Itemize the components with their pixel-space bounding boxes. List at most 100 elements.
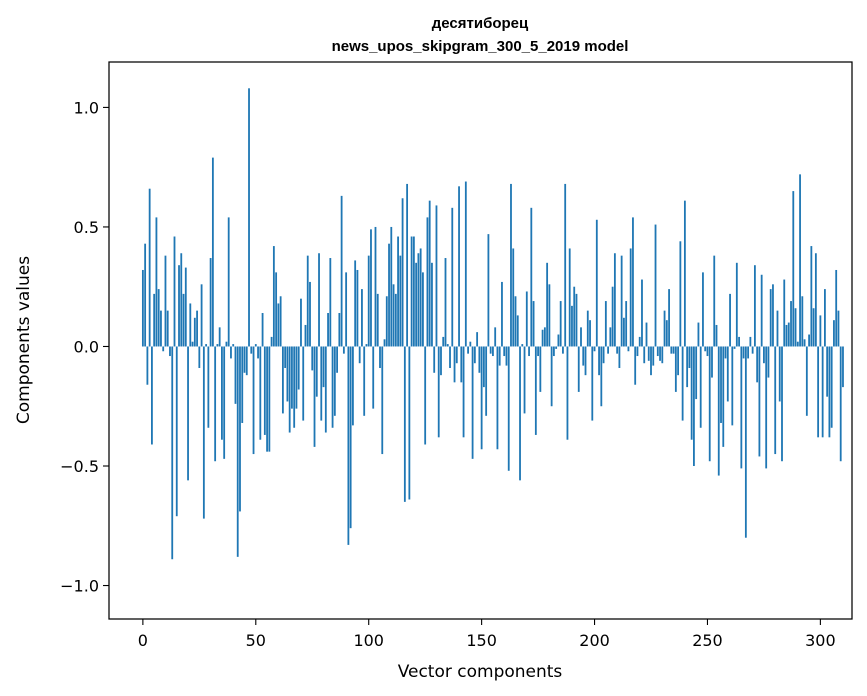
y-tick-label: 1.0: [74, 98, 99, 117]
bar-46: [245, 346, 248, 376]
bar-212: [620, 255, 623, 347]
bar-111: [392, 284, 395, 347]
x-tick-label: 0: [138, 631, 148, 650]
x-tick-label: 150: [466, 631, 497, 650]
bar-112: [394, 293, 397, 347]
bar-196: [584, 346, 587, 376]
x-tick-label: 250: [692, 631, 723, 650]
bar-7: [157, 289, 160, 347]
bar-132: [440, 346, 442, 376]
bar-213: [623, 317, 625, 347]
bar-238: [679, 241, 682, 347]
bar-304: [828, 346, 831, 438]
bar-16: [178, 265, 180, 347]
bar-237: [677, 346, 680, 376]
bar-79: [320, 346, 323, 421]
bar-45: [243, 346, 246, 373]
bar-230: [661, 346, 664, 364]
bar-155: [492, 346, 494, 357]
bar-231: [663, 310, 666, 347]
bar-266: [742, 346, 745, 359]
bar-189: [568, 248, 571, 347]
bar-37: [225, 341, 228, 347]
bar-216: [629, 248, 632, 347]
bar-252: [711, 346, 713, 378]
bar-180: [548, 284, 551, 347]
bar-150: [480, 346, 483, 450]
bar-245: [695, 346, 698, 400]
bar-205: [604, 301, 607, 347]
bar-290: [796, 341, 799, 347]
bar-253: [713, 255, 716, 347]
bar-202: [598, 346, 600, 376]
bar-297: [812, 308, 815, 347]
bar-12: [169, 346, 171, 357]
bar-108: [385, 296, 388, 347]
bar-33: [216, 344, 219, 347]
bar-278: [769, 289, 772, 347]
bar-301: [821, 346, 824, 438]
bar-294: [805, 346, 808, 416]
bar-309: [839, 346, 842, 462]
bar-84: [331, 346, 334, 428]
bar-229: [659, 346, 661, 361]
bar-254: [715, 324, 718, 347]
bar-257: [722, 346, 725, 447]
bar-165: [514, 296, 517, 347]
bar-5: [153, 293, 156, 347]
bar-149: [478, 346, 481, 373]
bar-177: [541, 329, 544, 347]
bar-200: [593, 346, 596, 352]
bar-161: [505, 346, 508, 366]
bar-140: [458, 186, 460, 347]
bar-120: [412, 236, 415, 347]
chart-title-line-1: десятиборец: [432, 15, 529, 32]
bar-90: [345, 272, 348, 347]
bar-56: [268, 346, 271, 452]
bar-117: [406, 183, 409, 347]
bar-223: [645, 322, 648, 347]
bar-164: [512, 248, 515, 347]
bar-174: [534, 346, 537, 435]
bar-127: [428, 200, 431, 347]
bar-114: [399, 255, 402, 347]
bar-27: [202, 346, 205, 519]
bar-85: [333, 346, 336, 416]
bar-300: [819, 315, 822, 347]
bar-197: [586, 310, 589, 347]
bar-147: [473, 346, 476, 364]
bar-143: [464, 181, 467, 347]
bar-234: [670, 346, 673, 354]
bar-0: [141, 269, 144, 347]
x-tick-label: 50: [246, 631, 266, 650]
bar-160: [503, 346, 506, 357]
bar-89: [342, 346, 345, 354]
bar-23: [193, 317, 196, 347]
x-tick-label: 200: [579, 631, 610, 650]
bar-34: [218, 327, 221, 347]
bar-173: [532, 301, 535, 347]
bar-270: [751, 346, 754, 354]
plot-frame: [108, 61, 853, 620]
bar-183: [555, 346, 558, 349]
bar-145: [469, 341, 472, 347]
bar-275: [763, 346, 765, 364]
bar-171: [528, 346, 530, 357]
bar-24: [196, 310, 198, 347]
bar-210: [616, 346, 619, 354]
bar-67: [293, 346, 296, 428]
bar-247: [699, 346, 702, 428]
bar-62: [281, 346, 284, 414]
bar-172: [530, 207, 533, 347]
bar-25: [198, 346, 201, 368]
bar-81: [324, 346, 327, 433]
bar-296: [810, 246, 813, 347]
bar-299: [817, 346, 820, 438]
bar-58: [272, 246, 275, 347]
bar-38: [227, 217, 230, 347]
bar-6: [155, 217, 158, 347]
bar-68: [295, 346, 298, 409]
bar-2: [146, 346, 149, 385]
bar-142: [462, 346, 465, 438]
